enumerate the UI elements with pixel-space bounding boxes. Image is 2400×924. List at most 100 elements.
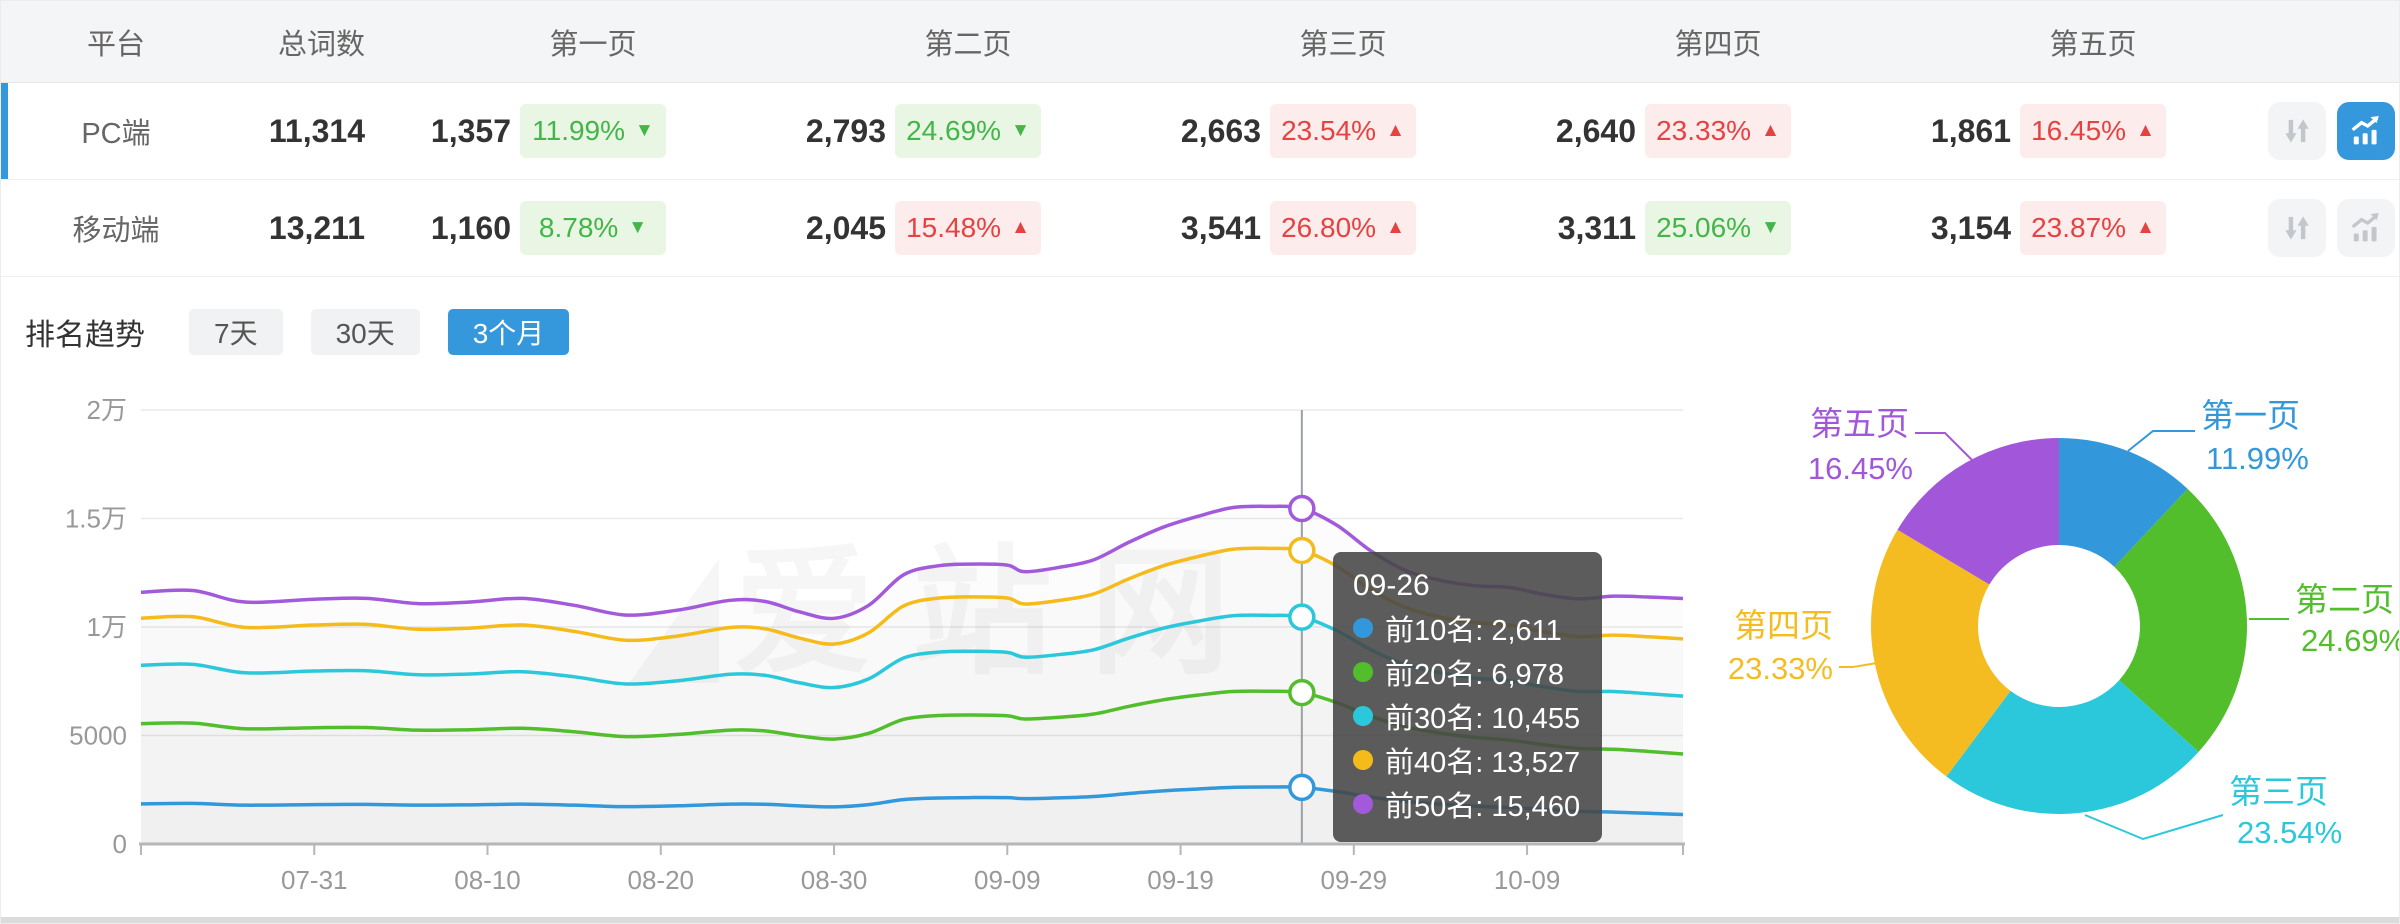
triangle-up-icon: ▲ <box>1386 217 1405 238</box>
highlight-marker-top40 <box>1288 536 1316 565</box>
page-distribution-donut-chart[interactable]: 第一页 11.99% 第二页 24.69% 第三页 23.54% 第四页 23.33% 第五页 1… <box>1701 381 2400 924</box>
donut-percent-page4: 23.33% <box>1728 651 1833 686</box>
row-actions <box>2266 199 2399 257</box>
triangle-up-icon: ▲ <box>1011 217 1030 238</box>
donut-percent-page2: 24.69% <box>2301 623 2400 658</box>
donut-slice-page2[interactable] <box>2114 488 2247 752</box>
triangle-up-icon: ▲ <box>2136 120 2155 141</box>
change-percent: 25.06% <box>1656 212 1752 243</box>
x-axis-label: 09-29 <box>1321 865 1388 895</box>
trend-chart-button[interactable] <box>2337 102 2395 160</box>
x-axis-label: 10-09 <box>1494 865 1561 895</box>
change-percent: 16.45% <box>2031 115 2127 146</box>
change-percent: 15.48% <box>906 212 1002 243</box>
column-header-page4: 第四页 <box>1516 21 1891 63</box>
highlight-marker-top20 <box>1288 678 1316 707</box>
column-header-page5: 第五页 <box>1891 21 2266 63</box>
table-row-pc[interactable]: PC端 11,314 1,357 11.99% ▼ 2,793 24.69% ▼ 2,663 23… <box>1 83 2399 180</box>
page-count: 3,541 <box>1180 209 1261 246</box>
triangle-down-icon: ▼ <box>1011 120 1030 141</box>
triangle-up-icon: ▲ <box>2136 217 2155 238</box>
sort-button[interactable] <box>2268 199 2326 257</box>
page-change-pill: 24.69% ▼ <box>895 104 1041 158</box>
page1-cell: 1,357 11.99% ▼ <box>391 104 766 158</box>
donut-percent-page5: 16.45% <box>1808 451 1913 486</box>
page1-cell: 1,160 8.78% ▼ <box>391 201 766 255</box>
page-change-pill: 8.78% ▼ <box>520 201 666 255</box>
page-count: 3,311 <box>1557 209 1636 246</box>
rank-trend-line-chart[interactable]: 0 5000 1万 1.5万 2万爱站网 07-31 08-10 08-20 08-30 09-0… <box>1 361 1721 924</box>
page-change-pill: 23.33% ▲ <box>1645 104 1791 158</box>
x-axis-label: 08-30 <box>801 865 868 895</box>
donut-slice-page3[interactable] <box>1946 680 2199 814</box>
column-header-platform: 平台 <box>86 28 145 61</box>
column-header-total: 总词数 <box>277 28 365 61</box>
total-words-count: 11,314 <box>268 112 365 149</box>
x-axis-label: 08-10 <box>454 865 521 895</box>
change-percent: 26.80% <box>1281 212 1377 243</box>
triangle-up-icon: ▲ <box>1761 120 1780 141</box>
tab-7d[interactable]: 7天 <box>189 309 283 355</box>
highlight-marker-top10 <box>1288 773 1316 802</box>
trend-chart-button[interactable] <box>2337 199 2395 257</box>
donut-leader-page1 <box>2127 430 2195 452</box>
watermark-text: 爱站网 <box>734 534 1268 691</box>
x-axis-label: 09-09 <box>974 865 1041 895</box>
x-axis-label: 07-31 <box>281 865 348 895</box>
highlight-marker-top30 <box>1288 603 1316 631</box>
column-header-label: 第一页 <box>549 28 637 61</box>
column-header-label: 第五页 <box>2049 28 2137 61</box>
donut-label-page4: 第四页 <box>1734 607 1833 644</box>
donut-label-page1: 第一页 <box>2201 397 2300 434</box>
trend-range-tabs: 7天 30天 3个月 <box>189 309 597 355</box>
page2-cell: 2,045 15.48% ▲ <box>766 201 1141 255</box>
y-axis-label: 1万 <box>87 612 127 642</box>
donut-slice-page5[interactable] <box>1897 438 2059 585</box>
y-axis-label: 0 <box>113 829 127 859</box>
page-change-pill: 16.45% ▲ <box>2020 104 2166 158</box>
page-change-pill: 23.87% ▲ <box>2020 201 2166 255</box>
page5-cell: 1,861 16.45% ▲ <box>1891 104 2266 158</box>
page-count: 1,861 <box>1930 112 2011 149</box>
page-count: 2,793 <box>805 112 886 149</box>
page-change-pill: 23.54% ▲ <box>1270 104 1416 158</box>
bottom-border <box>1 917 2399 923</box>
donut-label-page3: 第三页 <box>2229 773 2328 810</box>
triangle-down-icon: ▼ <box>1761 217 1780 238</box>
page-change-pill: 11.99% ▼ <box>520 104 666 158</box>
page4-cell: 3,311 25.06% ▼ <box>1516 201 1891 255</box>
donut-percent-page1: 11.99% <box>2206 441 2309 476</box>
trend-toolbar: 排名趋势 7天 30天 3个月 <box>25 309 2399 355</box>
tab-3m[interactable]: 3个月 <box>447 309 570 355</box>
donut-slice-page4[interactable] <box>1871 529 2011 777</box>
triangle-up-icon: ▲ <box>1386 120 1405 141</box>
page-count: 1,357 <box>430 112 511 149</box>
change-percent: 23.33% <box>1656 115 1752 146</box>
page-change-pill: 15.48% ▲ <box>895 201 1041 255</box>
sort-button[interactable] <box>2268 102 2326 160</box>
y-axis-label: 1.5万 <box>65 504 127 534</box>
page-change-pill: 26.80% ▲ <box>1270 201 1416 255</box>
page3-cell: 3,541 26.80% ▲ <box>1141 201 1516 255</box>
page-count: 2,045 <box>805 209 886 246</box>
page-count: 3,154 <box>1930 209 2011 246</box>
column-header-page1: 第一页 <box>391 21 766 63</box>
x-axis-label: 08-20 <box>628 865 695 895</box>
column-header-label: 第二页 <box>924 28 1012 61</box>
summary-table: 平台 总词数 第一页 第二页 第三页 第四页 第五页 PC端 11,314 1,357 11.99… <box>1 1 2399 277</box>
total-words-count: 13,211 <box>268 209 365 246</box>
triangle-down-icon: ▼ <box>635 120 654 141</box>
column-header-label: 第四页 <box>1674 28 1762 61</box>
donut-label-page2: 第二页 <box>2295 581 2394 618</box>
donut-slice-page1[interactable] <box>2059 438 2188 567</box>
change-percent: 23.54% <box>1281 115 1377 146</box>
highlight-marker-top50 <box>1288 494 1316 523</box>
change-percent: 24.69% <box>906 115 1002 146</box>
table-row-mobile[interactable]: 移动端 13,211 1,160 8.78% ▼ 2,045 15.48% ▲ 3,541 26.… <box>1 180 2399 277</box>
page-change-pill: 25.06% ▼ <box>1645 201 1791 255</box>
donut-leader-page5 <box>1915 432 1974 462</box>
tab-30d[interactable]: 30天 <box>310 309 420 355</box>
donut-percent-page3: 23.54% <box>2237 815 2342 850</box>
donut-leader-page3 <box>2084 814 2224 841</box>
